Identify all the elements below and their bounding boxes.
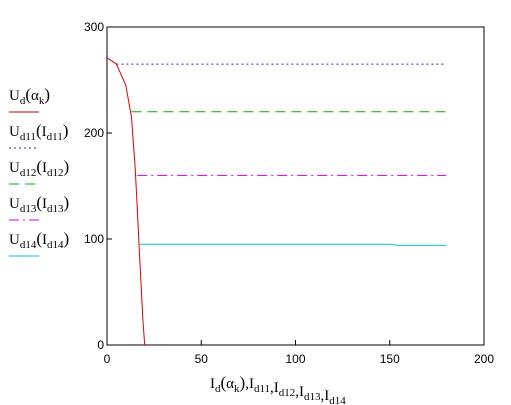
legend-label: Ud12(Id12) bbox=[9, 157, 69, 179]
x-tick-label: 200 bbox=[474, 352, 494, 366]
legend-item-ud: Ud(αk) bbox=[9, 85, 50, 113]
y-tick-label: 300 bbox=[84, 20, 104, 34]
x-tick-label: 0 bbox=[104, 352, 111, 366]
x-tick-label: 50 bbox=[195, 352, 209, 366]
legend: Ud(αk) Ud11(Id11) Ud12(Id12) Ud13(Id13) Ud14… bbox=[9, 85, 69, 257]
legend-label: Ud13(Id13) bbox=[9, 193, 69, 215]
y-tick-label: 0 bbox=[97, 338, 104, 352]
y-tick-label: 200 bbox=[84, 126, 104, 140]
legend-item-ud14: Ud14(Id14) bbox=[9, 229, 69, 257]
plot-frame bbox=[106, 26, 485, 346]
legend-item-ud11: Ud11(Id11) bbox=[9, 121, 68, 149]
legend-label: Ud14(Id14) bbox=[9, 229, 69, 251]
ticks-layer: 0 100 200 300 0 50 100 150 200 bbox=[84, 20, 494, 366]
x-axis-label-text: Id(αk),Id11,Id12,Id13,Id14 bbox=[210, 373, 346, 405]
x-tick-label: 150 bbox=[380, 352, 400, 366]
legend-label: Ud(αk) bbox=[9, 85, 50, 107]
x-tick-label: 100 bbox=[285, 352, 305, 366]
legend-item-ud13: Ud13(Id13) bbox=[9, 193, 69, 221]
legend-item-ud12: Ud12(Id12) bbox=[9, 157, 69, 185]
series-layer bbox=[106, 57, 447, 346]
legend-label: Ud11(Id11) bbox=[9, 121, 68, 143]
series-line-ud bbox=[106, 57, 146, 346]
y-tick-label: 100 bbox=[84, 232, 104, 246]
series-line-ud14 bbox=[139, 243, 447, 246]
x-axis-label: Id(αk),Id11,Id12,Id13,Id14 bbox=[210, 373, 346, 405]
